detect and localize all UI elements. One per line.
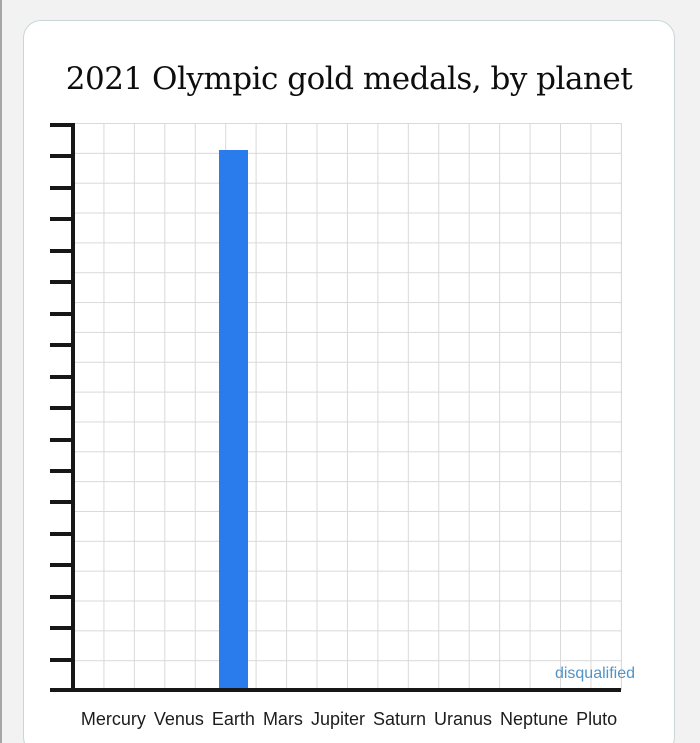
x-axis bbox=[50, 688, 621, 692]
y-axis-tick bbox=[50, 343, 73, 348]
y-axis-tick bbox=[50, 185, 73, 190]
y-axis-tick bbox=[50, 626, 73, 631]
y-axis-tick bbox=[50, 248, 73, 253]
x-label-pluto: Pluto bbox=[576, 709, 618, 729]
plot-area: disqualified bbox=[50, 123, 635, 692]
y-axis-tick bbox=[50, 280, 73, 285]
y-axis-tick bbox=[50, 500, 73, 505]
x-axis-labels: Mercury Venus Earth Mars Jupiter Saturn Uranus… bbox=[24, 709, 674, 730]
x-label-jupiter: Jupiter bbox=[310, 709, 365, 729]
y-axis-tick bbox=[50, 594, 73, 599]
x-label-mercury: Mercury bbox=[80, 709, 146, 729]
y-axis-tick bbox=[50, 374, 73, 379]
y-axis-tick bbox=[50, 123, 73, 127]
y-axis-tick bbox=[50, 311, 73, 316]
y-axis-tick bbox=[50, 406, 73, 411]
y-axis-tick bbox=[50, 217, 73, 222]
x-label-venus: Venus bbox=[153, 709, 204, 729]
x-label-uranus: Uranus bbox=[434, 709, 493, 729]
y-axis-tick bbox=[50, 657, 73, 662]
y-axis-tick bbox=[50, 468, 73, 473]
y-axis-tick bbox=[50, 437, 73, 442]
x-label-mars: Mars bbox=[262, 709, 303, 729]
bar-earth bbox=[219, 150, 248, 690]
y-axis bbox=[71, 123, 75, 692]
x-label-neptune: Neptune bbox=[500, 709, 569, 729]
x-label-earth: Earth bbox=[211, 709, 255, 729]
y-axis-tick bbox=[50, 154, 73, 159]
chart-title: 2021 Olympic gold medals, by planet bbox=[65, 61, 633, 97]
chart-card: 2021 Olympic gold medals, by planet disq… bbox=[23, 20, 675, 743]
window-left-edge bbox=[0, 0, 2, 743]
annotation-disqualified: disqualified bbox=[554, 665, 635, 682]
y-axis-tick bbox=[50, 563, 73, 568]
x-label-saturn: Saturn bbox=[372, 709, 427, 729]
y-axis-tick bbox=[50, 531, 73, 536]
